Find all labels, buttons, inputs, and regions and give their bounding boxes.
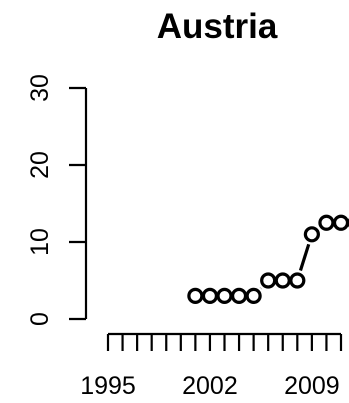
data-point [289, 272, 306, 289]
x-axis: 1995 2002 2009 [80, 332, 343, 400]
y-tick-label: 0 [26, 312, 54, 326]
data-point [332, 214, 349, 231]
data-point [187, 287, 204, 304]
data-point [201, 287, 219, 304]
series-segment [298, 243, 311, 271]
x-tick-label: 1995 [80, 372, 136, 400]
y-tick-label: 10 [26, 228, 54, 256]
data-point [303, 226, 320, 243]
x-tick-label: 2009 [284, 372, 340, 400]
data-point [260, 272, 277, 289]
data-point [216, 287, 233, 304]
x-tick-label: 2002 [182, 372, 238, 400]
y-tick-label: 30 [26, 74, 54, 102]
plot-area [187, 214, 349, 304]
y-tick-label: 20 [26, 151, 54, 179]
data-point [318, 214, 335, 231]
y-axis: 0 10 20 30 [26, 74, 88, 326]
chart-title: Austria [157, 7, 278, 46]
data-point [230, 287, 248, 304]
data-point [245, 287, 262, 304]
data-point [274, 272, 291, 289]
